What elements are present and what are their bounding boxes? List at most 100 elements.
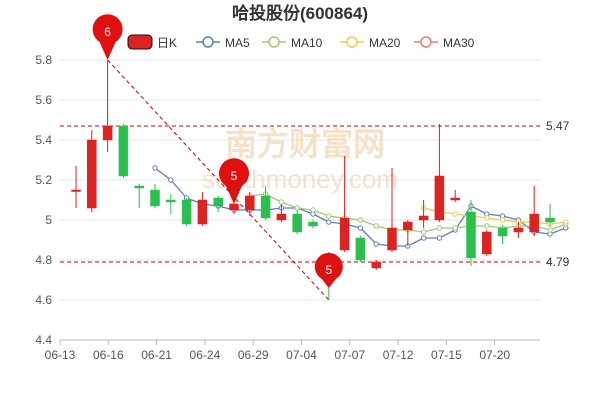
candle-body — [529, 213, 539, 233]
legend-swatch-marker — [420, 36, 432, 48]
candle-body — [545, 217, 555, 223]
grid — [60, 59, 540, 301]
candle — [245, 192, 255, 216]
candle — [545, 204, 555, 226]
x-tick-label: 06-21 — [141, 348, 172, 362]
ma10-point — [294, 205, 300, 211]
candle — [292, 210, 302, 234]
candle-body — [181, 199, 192, 225]
ma10-point — [326, 213, 332, 219]
legend-swatch-marker — [346, 36, 358, 48]
axes: 4.4 4.6 4.8 5 5.2 5.4 5.6 5.8 06-13 06-16 06-21 06-… — [35, 53, 540, 362]
legend-label: MA20 — [369, 36, 401, 50]
candle — [529, 186, 539, 236]
candle-body — [355, 237, 366, 261]
candle — [434, 124, 445, 222]
candle-body — [308, 221, 318, 227]
candle — [497, 226, 508, 244]
marker-label: 5 — [231, 169, 238, 183]
marker-pin: 5 — [314, 252, 343, 288]
reference-lines: 5.47 4.79 — [60, 59, 570, 301]
candle-body — [513, 227, 524, 233]
marker-label: 5 — [325, 263, 332, 277]
ma10-point — [357, 217, 364, 223]
reference-label: 4.79 — [546, 255, 570, 269]
x-tick-label: 06-16 — [93, 348, 124, 362]
candle-body — [134, 185, 144, 189]
y-tick-label: 4.6 — [35, 293, 52, 307]
candle — [513, 222, 524, 238]
x-tick-label: 07-07 — [334, 348, 365, 362]
y-tick-label: 5.2 — [35, 173, 52, 187]
candles — [71, 60, 555, 300]
marker-pin: 6 — [92, 14, 123, 61]
candle-body — [245, 195, 255, 211]
y-tick-label: 5.4 — [35, 133, 52, 147]
candle — [102, 60, 113, 152]
marker-label: 6 — [104, 25, 111, 39]
ma20-point — [452, 211, 458, 217]
candle-body — [276, 213, 287, 221]
ma5-point — [357, 225, 364, 231]
candle-body — [482, 231, 492, 255]
legend: 日K MA5 MA10 MA20 MA30 — [127, 34, 475, 50]
y-tick-label: 4.4 — [35, 333, 52, 347]
candle-body — [450, 197, 460, 201]
candle-body — [292, 213, 302, 233]
reference-label: 5.47 — [546, 119, 570, 133]
ma10-point — [373, 223, 379, 229]
candle — [181, 198, 192, 226]
candle — [403, 220, 413, 246]
legend-label: MA30 — [443, 36, 475, 50]
legend-swatch-marker — [268, 36, 280, 48]
candle — [482, 230, 492, 256]
candle — [260, 186, 271, 220]
x-tick-label: 07-04 — [286, 348, 317, 362]
ma5-point — [420, 235, 427, 241]
x-tick-label: 07-20 — [479, 348, 510, 362]
candle-body — [229, 203, 239, 211]
legend-swatch-marker — [202, 36, 214, 48]
ma10-point — [452, 225, 458, 231]
candle — [87, 130, 97, 212]
y-tick-label: 5 — [45, 213, 52, 227]
candle-body — [339, 217, 350, 251]
candle — [308, 220, 318, 228]
candle — [339, 156, 350, 252]
candle-body — [387, 227, 397, 251]
candle — [197, 192, 208, 226]
ma5-point — [152, 165, 158, 171]
candle — [213, 196, 223, 212]
candle-body — [434, 175, 445, 221]
ma5-point — [436, 235, 443, 241]
candle — [118, 124, 129, 178]
candle — [150, 184, 160, 208]
candle-body — [197, 199, 208, 225]
legend-label: 日K — [157, 36, 177, 50]
ma10-point — [278, 199, 285, 205]
marker-shape — [314, 252, 343, 288]
ma5-point — [373, 241, 379, 247]
candle — [418, 200, 429, 228]
y-tick-label: 4.8 — [35, 253, 52, 267]
ma10-point — [310, 207, 316, 213]
candle-body — [118, 125, 129, 177]
candle-body — [260, 195, 271, 219]
candle — [355, 236, 366, 262]
x-tick-label: 07-12 — [383, 348, 414, 362]
candle-body — [403, 221, 413, 231]
candle-body — [418, 215, 429, 221]
legend-swatch-candle — [127, 34, 153, 50]
ma20-point — [484, 215, 490, 221]
legend-label: MA10 — [291, 36, 323, 50]
markers: 6 5 5 — [92, 14, 343, 288]
ma10-point — [436, 225, 443, 231]
candle-body — [371, 261, 381, 269]
ma5-point — [168, 177, 174, 183]
marker-shape — [92, 14, 123, 61]
candle — [387, 168, 397, 252]
ma10-point — [420, 229, 427, 235]
candle — [71, 166, 81, 208]
candle — [276, 204, 287, 222]
